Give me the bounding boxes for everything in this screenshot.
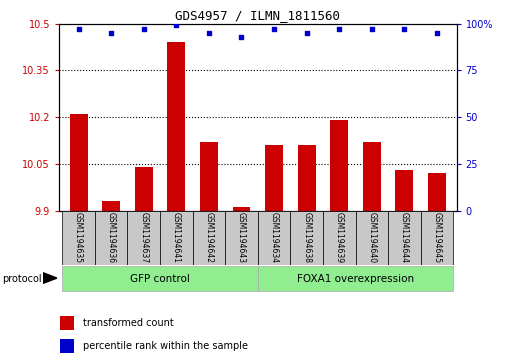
Text: GSM1194635: GSM1194635 <box>74 212 83 263</box>
Text: GSM1194638: GSM1194638 <box>302 212 311 263</box>
Text: GSM1194641: GSM1194641 <box>172 212 181 263</box>
Bar <box>127 211 160 265</box>
Point <box>400 26 408 32</box>
Point <box>303 30 311 36</box>
Point <box>238 34 246 40</box>
Bar <box>102 201 120 211</box>
Point <box>368 26 376 32</box>
Text: GSM1194636: GSM1194636 <box>107 212 115 263</box>
Bar <box>167 42 185 211</box>
Bar <box>421 211 453 265</box>
Point <box>140 26 148 32</box>
Bar <box>356 211 388 265</box>
Bar <box>61 339 74 353</box>
Bar <box>290 211 323 265</box>
Bar <box>396 170 413 211</box>
Bar <box>200 142 218 211</box>
Bar <box>61 316 74 330</box>
Bar <box>428 173 446 211</box>
Text: GFP control: GFP control <box>130 274 190 284</box>
Bar <box>323 211 356 265</box>
Text: GSM1194640: GSM1194640 <box>367 212 377 263</box>
Text: GSM1194637: GSM1194637 <box>139 212 148 263</box>
Bar <box>160 211 192 265</box>
Bar <box>62 211 95 265</box>
Point <box>205 30 213 36</box>
Bar <box>232 207 250 211</box>
Bar <box>258 266 453 291</box>
Bar <box>192 211 225 265</box>
Point <box>335 26 343 32</box>
Text: GSM1194639: GSM1194639 <box>335 212 344 263</box>
Polygon shape <box>43 273 57 284</box>
Text: GSM1194643: GSM1194643 <box>237 212 246 263</box>
Bar <box>95 211 127 265</box>
Bar <box>62 266 258 291</box>
Title: GDS4957 / ILMN_1811560: GDS4957 / ILMN_1811560 <box>175 9 340 23</box>
Point <box>74 26 83 32</box>
Text: protocol: protocol <box>3 274 42 284</box>
Point <box>270 26 278 32</box>
Bar <box>388 211 421 265</box>
Text: GSM1194644: GSM1194644 <box>400 212 409 263</box>
Text: percentile rank within the sample: percentile rank within the sample <box>83 341 248 351</box>
Point <box>107 30 115 36</box>
Bar <box>363 142 381 211</box>
Bar <box>330 120 348 211</box>
Text: GSM1194642: GSM1194642 <box>204 212 213 263</box>
Bar <box>298 145 315 211</box>
Bar <box>70 114 88 211</box>
Bar <box>265 145 283 211</box>
Text: GSM1194634: GSM1194634 <box>269 212 279 263</box>
Text: GSM1194645: GSM1194645 <box>432 212 442 263</box>
Bar <box>225 211 258 265</box>
Point <box>433 30 441 36</box>
Text: transformed count: transformed count <box>83 318 174 328</box>
Bar <box>258 211 290 265</box>
Point <box>172 23 181 28</box>
Bar <box>135 167 153 211</box>
Text: FOXA1 overexpression: FOXA1 overexpression <box>297 274 414 284</box>
